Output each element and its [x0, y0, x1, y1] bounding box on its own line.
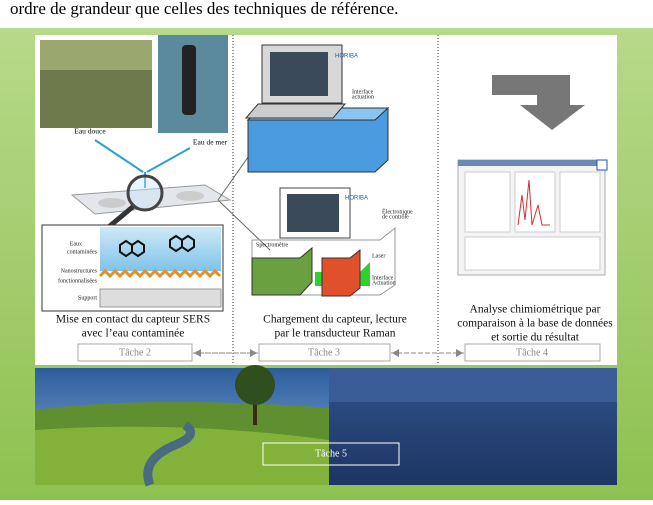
- meadow: [35, 427, 329, 485]
- well: [98, 198, 126, 208]
- caption: par le transducteur Raman: [274, 328, 395, 340]
- label: Laser: [372, 253, 385, 259]
- label: Support: [78, 295, 97, 301]
- task-label: Tâche 2: [119, 347, 151, 358]
- sea-photo: [329, 368, 617, 485]
- support: [100, 289, 221, 307]
- label: actuation: [352, 94, 374, 100]
- table-pane: [465, 237, 600, 270]
- label: Nanostructures: [61, 268, 98, 274]
- label: fonctionnalisées: [58, 277, 98, 284]
- caption: Chargement du capteur, lecture: [263, 314, 407, 326]
- caption: avec l’eau contaminée: [82, 328, 185, 340]
- label: Spectromètre: [256, 242, 288, 248]
- task-label: Tâche 5: [315, 448, 347, 459]
- water-layer: [100, 227, 221, 271]
- label: Actuation: [372, 280, 396, 286]
- task-label: Tâche 3: [308, 347, 340, 358]
- title-bar: [458, 160, 605, 166]
- magnifier: [128, 176, 162, 210]
- caption: Mise en contact du capteur SERS: [56, 314, 210, 326]
- label: de contrôle: [382, 214, 409, 220]
- probe: [182, 45, 196, 115]
- caption: comparaison à la base de données: [457, 318, 613, 330]
- close-icon: [597, 160, 607, 170]
- label: contaminées: [67, 249, 98, 255]
- photo-detail: [40, 40, 152, 70]
- brand: HORIBA: [345, 196, 368, 202]
- page: ordre de grandeur que celles des techniq…: [0, 0, 653, 505]
- caption: Analyse chimiométrique par: [470, 304, 601, 316]
- header-text: ordre de grandeur que celles des techniq…: [10, 0, 398, 18]
- tree-crown: [235, 365, 275, 405]
- pane: [465, 172, 510, 232]
- task-label: Tâche 4: [516, 347, 548, 358]
- label: Eau douce: [74, 127, 106, 136]
- screen: [287, 194, 339, 232]
- pane: [560, 172, 600, 232]
- label: Eaux: [70, 241, 82, 247]
- label: Eau de mer: [193, 138, 228, 147]
- caption: et sortie du résultat: [491, 332, 580, 344]
- figure: ordre de grandeur que celles des techniq…: [0, 0, 653, 500]
- screen: [270, 52, 328, 96]
- landscape-photo: [35, 365, 329, 485]
- well: [176, 191, 204, 201]
- brand: HORIBA: [335, 54, 358, 60]
- keyboard: [246, 104, 345, 118]
